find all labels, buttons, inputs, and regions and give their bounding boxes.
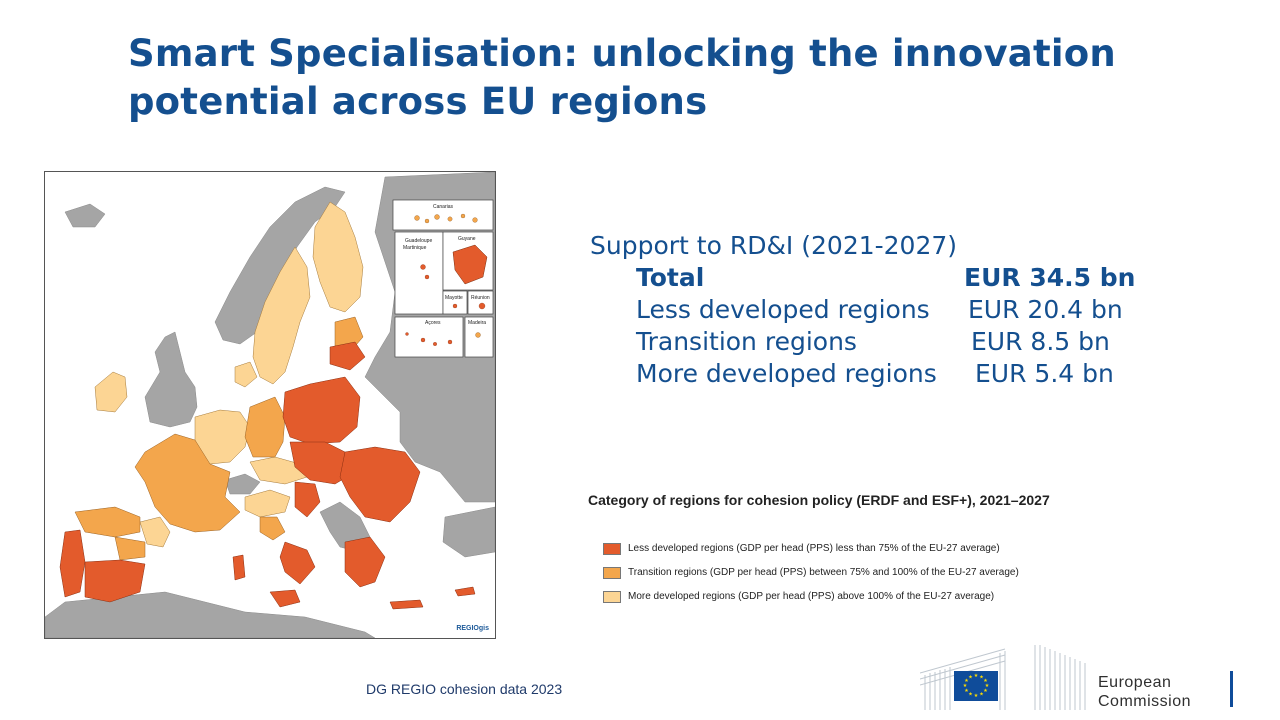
- rdi-row-label: Transition regions: [636, 327, 857, 356]
- rdi-total-row: Total EUR 34.5 bn: [590, 262, 1135, 294]
- ec-logo-bar: [1230, 671, 1233, 707]
- rdi-row-label: Less developed regions: [636, 295, 930, 324]
- map-graphic: Canarias Guadeloupe Martinique Guyane Ma…: [45, 172, 495, 638]
- eu-regions-map: Canarias Guadeloupe Martinique Guyane Ma…: [44, 171, 496, 639]
- rdi-support-block: Support to RD&I (2021-2027) Total EUR 34…: [590, 230, 1135, 390]
- map-south-italy: [279, 541, 316, 585]
- svg-text:Guyane: Guyane: [458, 236, 476, 242]
- legend-swatch: [603, 590, 621, 603]
- map-finland: [312, 201, 364, 313]
- legend-item-more-developed: More developed regions (GDP per head (PP…: [603, 590, 994, 603]
- ec-logo-line-2: Commission: [1098, 693, 1192, 710]
- svg-text:Guadeloupe: Guadeloupe: [405, 238, 432, 244]
- map-poland: [282, 376, 361, 445]
- map-germany-east: [244, 396, 286, 458]
- map-iceland: [64, 203, 106, 228]
- map-croatia: [294, 481, 321, 518]
- svg-text:Réunion: Réunion: [471, 295, 490, 301]
- map-turkey: [442, 506, 495, 558]
- ec-logo-text: European Commission: [1098, 673, 1191, 711]
- slide-title-line-2: potential across EU regions: [128, 80, 708, 123]
- legend-swatch: [603, 542, 621, 555]
- slide-title: Smart Specialisation: unlocking the inno…: [128, 30, 1228, 126]
- rdi-support-heading: Support to RD&I (2021-2027): [590, 231, 958, 260]
- ec-logo-line-1: European: [1098, 674, 1172, 691]
- map-france: [134, 433, 241, 533]
- svg-text:★: ★: [974, 693, 979, 699]
- legend-label: More developed regions (GDP per head (PP…: [628, 591, 995, 602]
- svg-text:★: ★: [979, 692, 984, 698]
- map-ireland: [94, 371, 128, 413]
- rdi-row-amount: EUR 8.5 bn: [971, 327, 1110, 356]
- svg-text:Açores: Açores: [425, 320, 441, 326]
- rdi-transition-row: Transition regions EUR 8.5 bn: [590, 326, 1110, 358]
- map-sardinia: [232, 554, 246, 581]
- map-north-africa: [45, 591, 376, 638]
- map-romania-bulgaria: [339, 446, 421, 523]
- map-uk: [144, 331, 198, 428]
- map-central-italy: [259, 516, 286, 541]
- svg-text:★: ★: [968, 675, 973, 681]
- map-mid-spain: [114, 536, 146, 561]
- map-lithuania: [329, 341, 366, 371]
- svg-text:★: ★: [964, 678, 969, 684]
- rdi-row-amount: EUR 34.5 bn: [964, 263, 1136, 292]
- rdi-less-developed-row: Less developed regions EUR 20.4 bn: [590, 294, 1123, 326]
- map-outermost-regions-insets: Canarias Guadeloupe Martinique Guyane Ma…: [392, 199, 494, 358]
- slide-title-line-1: Smart Specialisation: unlocking the inno…: [128, 32, 1116, 75]
- map-north-spain: [74, 506, 141, 538]
- map-denmark: [234, 361, 258, 388]
- svg-text:Canarias: Canarias: [433, 204, 454, 210]
- svg-text:★: ★: [964, 688, 969, 694]
- map-sicily: [269, 589, 301, 608]
- rdi-more-developed-row: More developed regions EUR 5.4 bn: [590, 358, 1114, 390]
- legend-swatch: [603, 566, 621, 579]
- svg-text:Madeira: Madeira: [468, 320, 486, 326]
- map-crete: [389, 599, 424, 610]
- rdi-row-label: More developed regions: [636, 359, 937, 388]
- map-greece: [344, 536, 386, 588]
- svg-text:★: ★: [963, 683, 968, 689]
- rdi-row-label: Total: [636, 263, 705, 292]
- map-portugal: [59, 529, 86, 598]
- legend-label: Less developed regions (GDP per head (PP…: [628, 543, 1000, 554]
- map-switzerland: [224, 473, 261, 495]
- svg-text:Mayotte: Mayotte: [445, 295, 463, 301]
- svg-text:Martinique: Martinique: [403, 245, 427, 251]
- source-note: DG REGIO cohesion data 2023: [366, 681, 563, 697]
- svg-text:★: ★: [983, 678, 988, 684]
- svg-text:★: ★: [974, 673, 979, 679]
- map-east-spain: [139, 516, 171, 548]
- map-cyprus: [454, 586, 476, 597]
- rdi-row-amount: EUR 5.4 bn: [975, 359, 1114, 388]
- map-south-spain: [84, 559, 146, 603]
- legend-label: Transition regions (GDP per head (PPS) b…: [628, 567, 1019, 578]
- map-sweden: [252, 246, 311, 385]
- rdi-row-amount: EUR 20.4 bn: [968, 295, 1123, 324]
- svg-text:★: ★: [968, 692, 973, 698]
- regiogis-credit: REGIOgis: [456, 625, 489, 632]
- european-commission-logo: ★ ★ ★ ★ ★ ★ ★ ★ ★ ★ ★ ★ European Commission: [919, 645, 1240, 715]
- svg-text:★: ★: [979, 675, 984, 681]
- legend-item-transition: Transition regions (GDP per head (PPS) b…: [603, 566, 1019, 579]
- ec-logo-graphic: ★ ★★ ★★★ ★★★ ★★★: [919, 645, 1086, 710]
- legend-title: Category of regions for cohesion policy …: [588, 492, 1050, 508]
- svg-text:★: ★: [985, 683, 990, 689]
- map-north-italy: [244, 489, 291, 518]
- legend-item-less-developed: Less developed regions (GDP per head (PP…: [603, 542, 1000, 555]
- svg-text:★: ★: [983, 688, 988, 694]
